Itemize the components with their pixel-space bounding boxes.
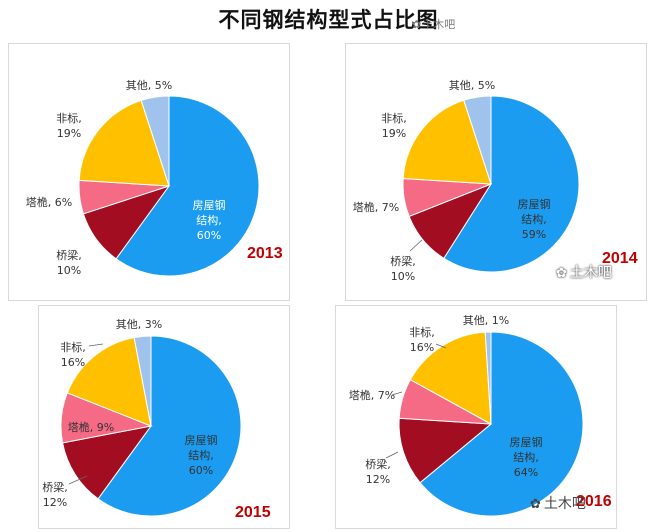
slice-label-nonstd: 非标, 19% [56, 111, 82, 140]
slice-label-bridge: 桥梁, 10% [390, 254, 416, 283]
chart-panel-2013: 房屋钢结构, 60% 桥梁, 10% 塔桅, 6% 非标, 19% 其他, 5% 2013 [8, 43, 290, 301]
top-watermark: ✿土木吧 [412, 16, 455, 32]
slice-label-nonstd: 非标, 16% [409, 325, 435, 354]
year-label-2014: 2014 [602, 250, 638, 267]
leader-line-bridge [409, 239, 423, 252]
page-title: 不同钢结构型式占比图 [218, 8, 439, 32]
slice-label-tower: 塔桅, 7% [353, 200, 399, 214]
slice-label-house: 房屋钢结构, 59% [518, 198, 551, 241]
pie-slice-house [443, 95, 580, 273]
pie-chart-2016: 房屋钢结构, 64% 桥梁, 12% 塔桅, 7% 非标, 16% 其他, 1% [349, 314, 584, 517]
pie-chart-2013: 房屋钢结构, 60% 桥梁, 10% 塔桅, 6% 非标, 19% 其他, 5% [26, 79, 260, 277]
chart-panel-2016: 房屋钢结构, 64% 桥梁, 12% 塔桅, 7% 非标, 16% 其他, 1% 2016 ✿… [335, 305, 617, 529]
pie-slice-other [133, 335, 152, 427]
pie-slice-bridge [398, 417, 493, 484]
wechat-icon: ✿ [412, 18, 422, 31]
slice-label-other: 其他, 5% [126, 79, 172, 92]
pie-slice-other [484, 331, 492, 425]
slice-label-bridge: 桥梁, 12% [42, 480, 68, 509]
pie-chart-2015: 房屋钢结构, 60% 桥梁, 12% 塔桅, 9% 非标, 16% 其他, 3% [42, 318, 242, 517]
year-label-2013: 2013 [247, 245, 283, 262]
slice-label-nonstd: 非标, 19% [381, 111, 407, 140]
wechat-icon: ✿ [530, 497, 541, 512]
slice-label-other: 其他, 1% [463, 314, 509, 327]
pie-slice-nonstd [66, 337, 152, 427]
pie-slice-house [115, 95, 260, 277]
slice-label-tower: 塔桅, 9% [68, 420, 114, 434]
top-watermark-text: 土木吧 [422, 18, 456, 31]
wechat-icon: ✿ [556, 266, 567, 281]
pie-slice-house [97, 335, 242, 517]
pie-slice-house [419, 331, 584, 517]
pie-slice-nonstd [402, 99, 492, 185]
slice-label-house: 房屋钢结构, 60% [185, 434, 218, 477]
watermark-2014: ✿ 土木吧 [556, 262, 612, 282]
pie-slice-other [463, 95, 492, 185]
leader-line-nonstd [435, 343, 447, 349]
slice-label-nonstd: 非标, 16% [60, 340, 86, 369]
slice-label-house: 房屋钢结构, 64% [510, 436, 543, 479]
year-label-2016: 2016 [576, 493, 612, 510]
slice-label-other: 其他, 5% [449, 79, 495, 92]
leader-line-bridge [68, 475, 88, 485]
slice-label-other: 其他, 3% [116, 318, 162, 331]
slice-label-tower: 塔桅, 7% [349, 388, 395, 402]
year-label-2015: 2015 [235, 504, 271, 521]
slice-label-tower: 塔桅, 6% [26, 195, 72, 209]
chart-panel-2015: 房屋钢结构, 60% 桥梁, 12% 塔桅, 9% 非标, 16% 其他, 3% 2015 [38, 305, 290, 529]
slice-label-bridge: 桥梁, 12% [365, 457, 391, 486]
pie-chart-2014: 房屋钢结构, 59% 桥梁, 10% 塔桅, 7% 非标, 19% 其他, 5% [353, 79, 580, 283]
watermark-2016-text: 土木吧 [543, 496, 586, 512]
pie-slice-other [140, 95, 170, 187]
leader-line-nonstd [88, 343, 104, 347]
pie-slice-nonstd [78, 99, 170, 187]
watermark-2014-text: 土木吧 [569, 265, 612, 281]
chart-panel-2014: 房屋钢结构, 59% 桥梁, 10% 塔桅, 7% 非标, 19% 其他, 5% 2014 ✿… [345, 43, 647, 301]
slice-label-bridge: 桥梁, 10% [56, 248, 82, 277]
leader-line-bridge [385, 451, 399, 459]
pie-slice-bridge [62, 425, 153, 500]
watermark-2016: ✿ 土木吧 [530, 493, 586, 513]
slice-label-house: 房屋钢结构, 60% [193, 199, 226, 242]
leader-line-tower [391, 391, 403, 396]
